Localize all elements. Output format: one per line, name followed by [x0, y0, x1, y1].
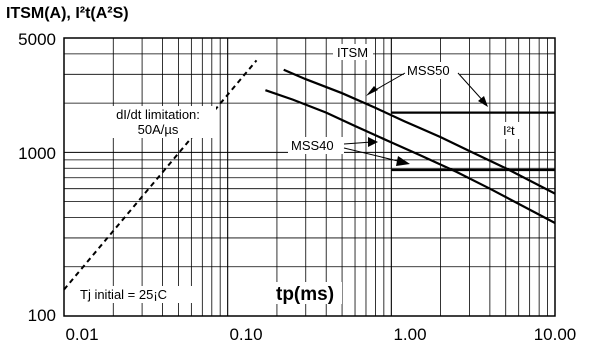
i2t-label: I²t	[503, 123, 515, 138]
x-tick-label: 0.10	[229, 325, 262, 344]
x-axis-label: tp(ms)	[276, 284, 334, 305]
y-tick-label: 5000	[18, 30, 56, 49]
mss50-label: MSS50	[407, 63, 450, 78]
x-tick-label: 10.00	[534, 325, 577, 344]
arrow-icon	[368, 137, 378, 147]
tj-label: Tj initial = 25¡C	[80, 287, 167, 302]
leader-mss40-itsm	[344, 142, 372, 144]
itsm-label: ITSM	[337, 45, 368, 60]
x-axis-ticks: 0.01 0.10 1.00 10.00	[65, 325, 576, 344]
arrow-icon	[478, 96, 488, 107]
mss40-label: MSS40	[291, 138, 334, 153]
series-line-mss40-itsm	[265, 90, 555, 223]
didt-label-line2: 50A/µs	[138, 122, 179, 137]
arrow-icon	[366, 86, 378, 96]
plot-area	[64, 60, 555, 289]
chart-title: ITSM(A), I²t(A²S)	[6, 5, 129, 22]
y-axis-ticks: 5000 1000 100	[18, 30, 56, 325]
x-tick-label: 0.01	[65, 325, 98, 344]
y-tick-label: 100	[28, 306, 56, 325]
didt-label-line1: dI/dt limitation:	[116, 107, 200, 122]
arrow-icon	[396, 156, 410, 166]
y-tick-label: 1000	[18, 144, 56, 163]
leader-mss50-i2t	[458, 73, 485, 103]
x-tick-label: 1.00	[393, 325, 426, 344]
